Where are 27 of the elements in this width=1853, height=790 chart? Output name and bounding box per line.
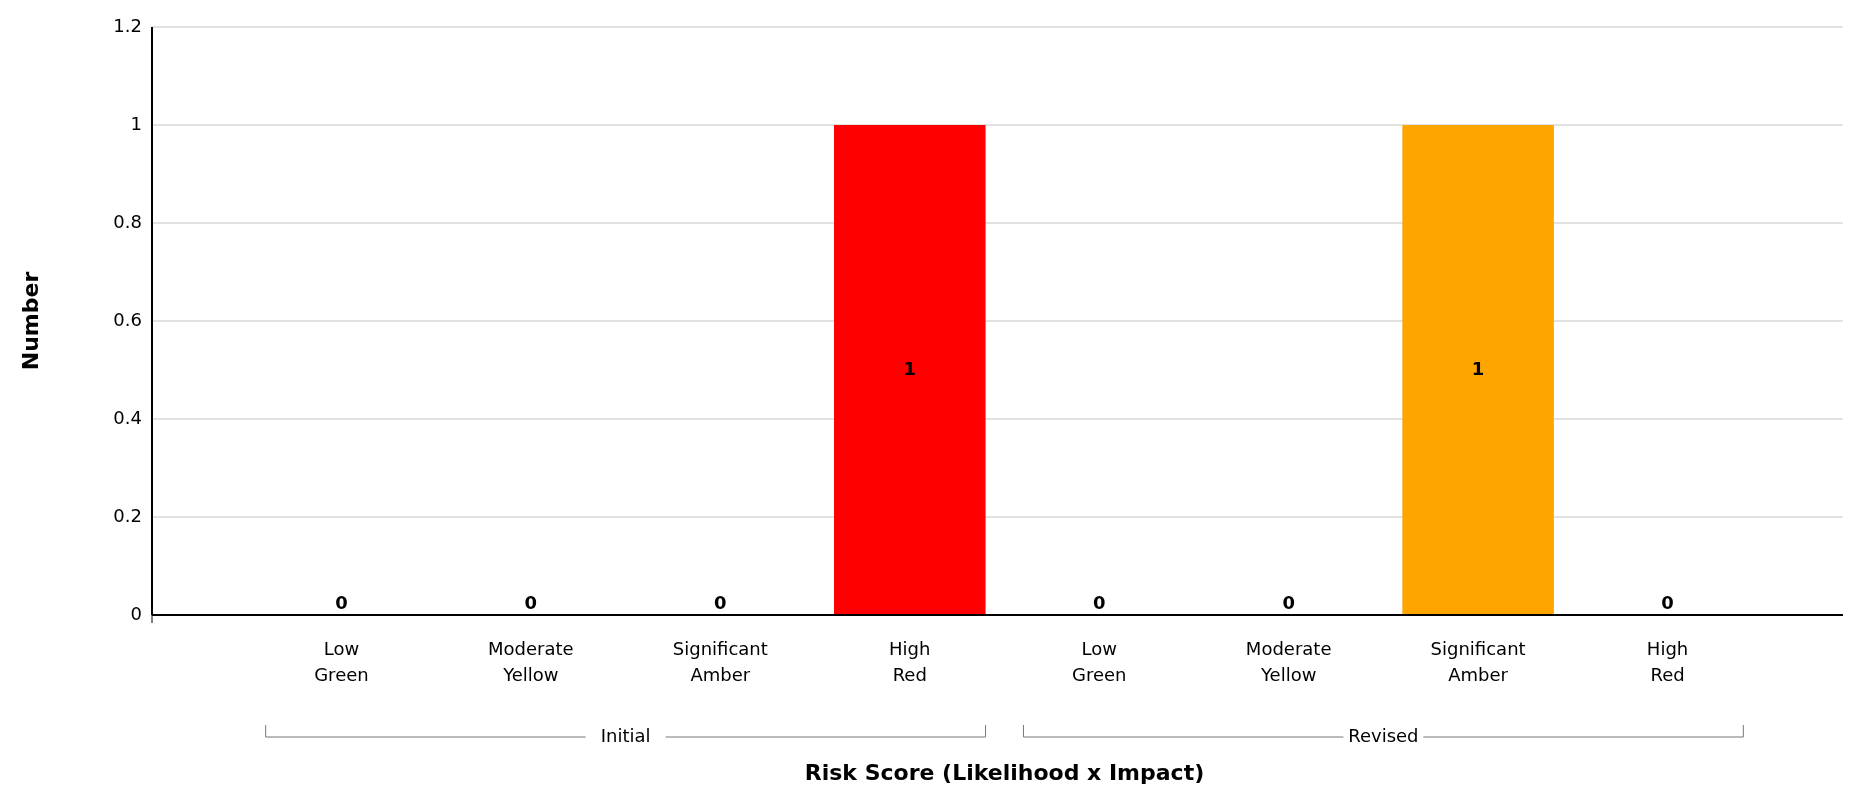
x-tick-label: Low Green bbox=[314, 638, 369, 685]
x-tick-label: Significant Amber bbox=[1430, 638, 1526, 685]
x-tick-label: Moderate Yellow bbox=[488, 638, 574, 685]
data-label: 0 bbox=[1282, 592, 1295, 613]
y-tick-label: 0.8 bbox=[113, 211, 142, 232]
data-label: 1 bbox=[903, 358, 917, 379]
x-tick-label: Low Green bbox=[1071, 638, 1127, 685]
y-tick-label: 1 bbox=[130, 113, 142, 134]
y-tick-label: 0.6 bbox=[113, 309, 142, 330]
y-axis-title: Number bbox=[18, 271, 43, 371]
x-axis-title: Risk Score (Likelihood x Impact) bbox=[804, 760, 1205, 785]
text: Initial bbox=[600, 725, 651, 746]
data-label: 0 bbox=[714, 592, 727, 613]
data-label: 0 bbox=[335, 592, 348, 613]
x-tick-label: High Red bbox=[889, 638, 931, 685]
y-tick-label: 0.2 bbox=[113, 505, 142, 526]
x-tick-label: Moderate Yellow bbox=[1245, 638, 1332, 685]
data-label: 0 bbox=[1092, 592, 1106, 613]
x-tick-label: High Red bbox=[1646, 638, 1689, 685]
y-tick-label: 0.4 bbox=[113, 407, 142, 428]
data-label: 0 bbox=[524, 592, 538, 613]
text: Revised bbox=[1348, 725, 1419, 746]
x-tick-label: Significant Amber bbox=[672, 638, 768, 685]
data-label: 1 bbox=[1471, 358, 1485, 379]
y-tick-label: 1.2 bbox=[113, 15, 142, 36]
y-tick-label: 0 bbox=[130, 603, 142, 624]
data-label: 0 bbox=[1661, 592, 1674, 613]
